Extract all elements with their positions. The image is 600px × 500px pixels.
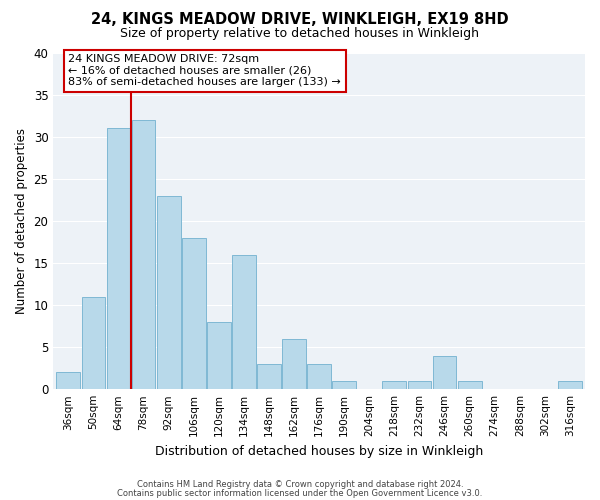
- Bar: [131, 120, 155, 389]
- Bar: [382, 381, 406, 389]
- Text: Size of property relative to detached houses in Winkleigh: Size of property relative to detached ho…: [121, 28, 479, 40]
- Bar: [157, 196, 181, 389]
- Text: Contains HM Land Registry data © Crown copyright and database right 2024.: Contains HM Land Registry data © Crown c…: [137, 480, 463, 489]
- Text: Contains public sector information licensed under the Open Government Licence v3: Contains public sector information licen…: [118, 488, 482, 498]
- Bar: [407, 381, 431, 389]
- Bar: [458, 381, 482, 389]
- Bar: [257, 364, 281, 389]
- Bar: [232, 254, 256, 389]
- Bar: [182, 238, 206, 389]
- Bar: [332, 381, 356, 389]
- Bar: [107, 128, 130, 389]
- Bar: [282, 338, 306, 389]
- Bar: [433, 356, 457, 389]
- Bar: [558, 381, 582, 389]
- Bar: [56, 372, 80, 389]
- Y-axis label: Number of detached properties: Number of detached properties: [15, 128, 28, 314]
- Text: 24 KINGS MEADOW DRIVE: 72sqm
← 16% of detached houses are smaller (26)
83% of se: 24 KINGS MEADOW DRIVE: 72sqm ← 16% of de…: [68, 54, 341, 88]
- Bar: [82, 296, 106, 389]
- Text: 24, KINGS MEADOW DRIVE, WINKLEIGH, EX19 8HD: 24, KINGS MEADOW DRIVE, WINKLEIGH, EX19 …: [91, 12, 509, 28]
- Bar: [207, 322, 231, 389]
- X-axis label: Distribution of detached houses by size in Winkleigh: Distribution of detached houses by size …: [155, 444, 483, 458]
- Bar: [307, 364, 331, 389]
